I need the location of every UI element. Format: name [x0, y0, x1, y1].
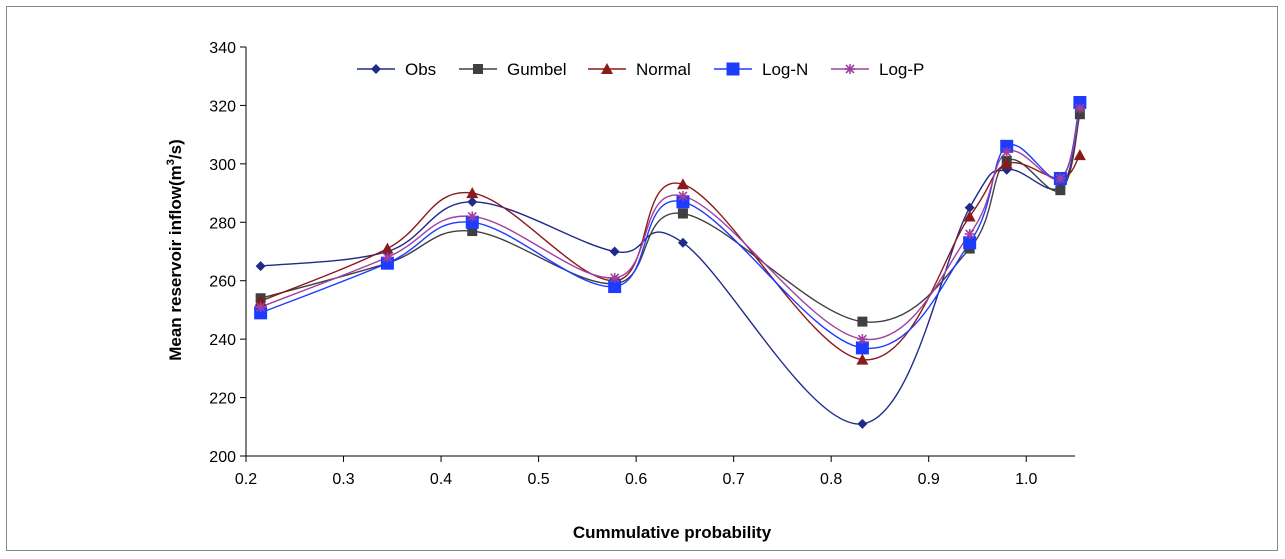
data-point-log-p — [677, 190, 688, 201]
series-line-log-p — [260, 108, 1081, 341]
legend-marker-gumbel — [473, 64, 483, 74]
series-markers — [254, 96, 1087, 429]
data-point-normal — [1073, 149, 1086, 161]
data-point-normal — [856, 353, 869, 365]
data-point-gumbel — [1055, 185, 1066, 196]
x-axis-title: Cummulative probability — [573, 523, 772, 542]
legend-label: Gumbel — [507, 60, 567, 79]
data-point-normal — [963, 210, 976, 222]
data-point-log-p — [609, 272, 620, 283]
star-stroke — [678, 191, 688, 201]
data-point-gumbel — [857, 316, 868, 327]
y-axis-title-superscript: 3 — [165, 159, 177, 165]
data-point-log-p — [382, 252, 393, 263]
y-tick-label: 340 — [209, 40, 236, 57]
data-point-normal — [466, 187, 479, 199]
legend-label: Log-P — [879, 60, 924, 79]
star-stroke — [1075, 103, 1085, 113]
star-stroke — [965, 229, 975, 239]
legend-label: Log-N — [762, 60, 808, 79]
series-line-gumbel — [260, 114, 1081, 323]
legend-marker-log-n — [726, 62, 740, 76]
y-tick-label: 280 — [209, 215, 236, 232]
y-axis-title-group: Mean reservoir inflow(m3/s) — [165, 139, 185, 361]
data-point-log-p — [1055, 173, 1066, 184]
star-stroke — [256, 302, 266, 312]
y-tick-label: 300 — [209, 157, 236, 174]
y-tick-label: 260 — [209, 274, 236, 291]
star-stroke — [1055, 173, 1065, 184]
series-line-log-n — [260, 102, 1081, 349]
legend-marker-obs — [371, 64, 381, 74]
star-stroke — [1002, 147, 1012, 157]
data-point-obs — [467, 196, 478, 207]
axes: 200 220 240 260 280 300 320 340 0.2 0.3 0.4 0.5 0.6 0… — [209, 40, 1075, 488]
data-point-obs — [255, 261, 266, 272]
star-stroke — [382, 252, 392, 262]
x-tick-label: 0.5 — [527, 471, 549, 488]
data-point-log-p — [1074, 103, 1085, 114]
legend: Obs Gumbel Normal Log-N Log-P — [357, 60, 924, 79]
star-stroke — [467, 211, 477, 222]
data-point-log-p — [964, 228, 975, 239]
data-point-gumbel — [677, 208, 688, 219]
data-point-obs — [677, 237, 688, 248]
y-axis-title: Mean reservoir inflow(m3/s) — [165, 139, 185, 361]
data-point-log-p — [467, 211, 478, 222]
data-point-log-p — [1001, 147, 1012, 158]
data-point-obs — [857, 418, 868, 429]
y-tick-label: 220 — [209, 391, 236, 408]
data-point-normal — [1000, 157, 1013, 169]
y-tick-label: 240 — [209, 332, 236, 349]
x-tick-label: 1.0 — [1015, 471, 1037, 488]
data-point-log-n — [608, 280, 622, 294]
data-point-obs — [964, 202, 975, 213]
x-tick-label: 0.2 — [235, 471, 257, 488]
star-stroke — [610, 273, 620, 283]
star-stroke — [857, 334, 867, 344]
legend-label: Normal — [636, 60, 691, 79]
x-tick-label: 0.6 — [625, 471, 647, 488]
data-point-normal — [676, 178, 689, 190]
legend-label: Obs — [405, 60, 436, 79]
x-tick-label: 0.4 — [430, 471, 452, 488]
legend-marker-log-p — [845, 64, 855, 74]
legend-marker-normal — [601, 63, 613, 74]
data-point-gumbel — [1074, 109, 1085, 120]
data-point-gumbel — [467, 226, 478, 237]
y-tick-label: 200 — [209, 449, 236, 466]
star-stroke — [845, 64, 855, 74]
x-tick-label: 0.3 — [332, 471, 354, 488]
x-tick-label: 0.8 — [820, 471, 842, 488]
data-point-log-n — [963, 236, 977, 250]
x-tick-label: 0.9 — [918, 471, 940, 488]
y-axis-title-suffix: /s) — [166, 139, 185, 159]
chart-frame — [6, 6, 1278, 551]
data-point-normal — [381, 242, 394, 254]
y-axis-title-main: Mean reservoir inflow(m — [166, 165, 185, 361]
data-point-log-p — [255, 302, 266, 313]
data-point-log-n — [855, 341, 869, 355]
x-tick-label: 0.7 — [723, 471, 745, 488]
y-tick-label: 320 — [209, 98, 236, 115]
data-point-log-p — [857, 334, 868, 345]
data-point-obs — [609, 246, 620, 257]
